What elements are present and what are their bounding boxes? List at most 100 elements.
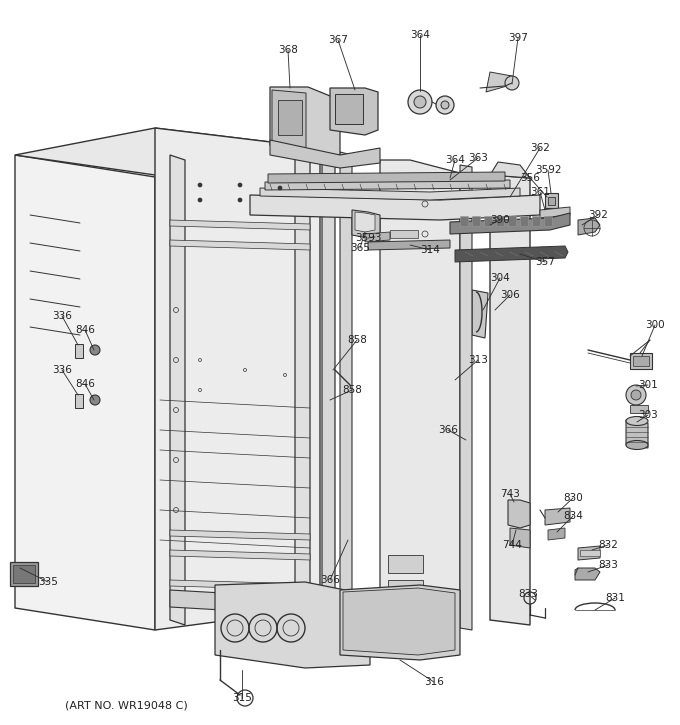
Polygon shape: [343, 588, 455, 655]
Polygon shape: [170, 220, 310, 230]
Text: 316: 316: [424, 677, 444, 687]
Text: 830: 830: [563, 493, 583, 503]
Polygon shape: [322, 148, 335, 622]
Bar: [390, 230, 418, 238]
Polygon shape: [170, 550, 310, 560]
Polygon shape: [486, 72, 512, 92]
Text: 368: 368: [278, 45, 298, 55]
Bar: [484, 216, 492, 226]
Bar: [633, 356, 649, 366]
Circle shape: [238, 183, 242, 187]
Bar: [630, 405, 648, 413]
Polygon shape: [580, 550, 600, 556]
Polygon shape: [295, 148, 310, 615]
Text: 3593: 3593: [355, 233, 381, 243]
Text: 846: 846: [75, 325, 95, 335]
Polygon shape: [170, 155, 185, 625]
Text: 362: 362: [530, 143, 550, 153]
Polygon shape: [450, 213, 570, 234]
Text: 831: 831: [605, 593, 625, 603]
Polygon shape: [268, 172, 505, 183]
Text: 743: 743: [500, 489, 520, 499]
Text: 392: 392: [588, 210, 608, 220]
Bar: [544, 216, 552, 226]
Bar: [365, 233, 383, 241]
Circle shape: [414, 96, 426, 108]
Text: 335: 335: [38, 577, 58, 587]
Text: 833: 833: [598, 560, 618, 570]
Circle shape: [90, 395, 100, 405]
Text: 336: 336: [52, 311, 72, 321]
Polygon shape: [578, 546, 600, 560]
Text: 367: 367: [328, 35, 348, 45]
Polygon shape: [270, 140, 380, 168]
Circle shape: [90, 345, 100, 355]
Polygon shape: [352, 210, 380, 238]
Polygon shape: [455, 246, 568, 262]
Bar: [75, 394, 83, 408]
Circle shape: [631, 390, 641, 400]
Text: 300: 300: [645, 320, 665, 330]
Bar: [10, 562, 38, 586]
Text: 397: 397: [508, 33, 528, 43]
Polygon shape: [548, 528, 565, 540]
Bar: [75, 344, 83, 358]
Text: 336: 336: [52, 365, 72, 375]
Bar: [390, 200, 418, 208]
Polygon shape: [170, 580, 310, 590]
Bar: [532, 216, 540, 226]
Polygon shape: [626, 420, 648, 448]
Polygon shape: [460, 165, 472, 630]
Circle shape: [505, 76, 519, 90]
Polygon shape: [15, 155, 155, 630]
Circle shape: [198, 198, 202, 202]
Polygon shape: [380, 160, 460, 628]
Text: 363: 363: [468, 153, 488, 163]
Polygon shape: [508, 500, 530, 528]
Text: 357: 357: [535, 257, 555, 267]
Bar: [496, 216, 504, 226]
Polygon shape: [272, 90, 306, 155]
Polygon shape: [545, 508, 570, 525]
Polygon shape: [260, 188, 520, 200]
Polygon shape: [490, 175, 530, 625]
Text: 364: 364: [410, 30, 430, 40]
Text: 833: 833: [518, 589, 538, 599]
Polygon shape: [365, 232, 390, 242]
Text: 834: 834: [563, 511, 583, 521]
Polygon shape: [215, 582, 370, 668]
Polygon shape: [578, 218, 600, 235]
Polygon shape: [575, 568, 600, 580]
Polygon shape: [270, 87, 340, 158]
Polygon shape: [15, 128, 320, 175]
Polygon shape: [330, 88, 378, 135]
Text: 361: 361: [530, 187, 550, 197]
Text: 364: 364: [445, 155, 465, 165]
Text: 3592: 3592: [534, 165, 561, 175]
Polygon shape: [355, 212, 375, 232]
Circle shape: [626, 385, 646, 405]
Polygon shape: [170, 240, 310, 250]
Text: 858: 858: [342, 385, 362, 395]
Text: 356: 356: [520, 173, 540, 183]
Polygon shape: [265, 180, 510, 190]
Ellipse shape: [626, 441, 648, 450]
Polygon shape: [155, 128, 320, 630]
Circle shape: [441, 101, 449, 109]
Bar: [630, 353, 652, 369]
Text: 744: 744: [502, 540, 522, 550]
Polygon shape: [510, 528, 530, 548]
Circle shape: [278, 186, 282, 190]
Polygon shape: [342, 380, 350, 388]
Bar: [335, 94, 363, 124]
Polygon shape: [340, 152, 352, 628]
Polygon shape: [368, 240, 450, 250]
Circle shape: [408, 90, 432, 114]
Text: 832: 832: [598, 540, 618, 550]
Circle shape: [238, 198, 242, 202]
Text: (ART NO. WR19048 C): (ART NO. WR19048 C): [65, 700, 188, 710]
Polygon shape: [340, 585, 460, 660]
Text: 858: 858: [347, 335, 367, 345]
Polygon shape: [250, 195, 540, 220]
Text: 303: 303: [638, 410, 658, 420]
